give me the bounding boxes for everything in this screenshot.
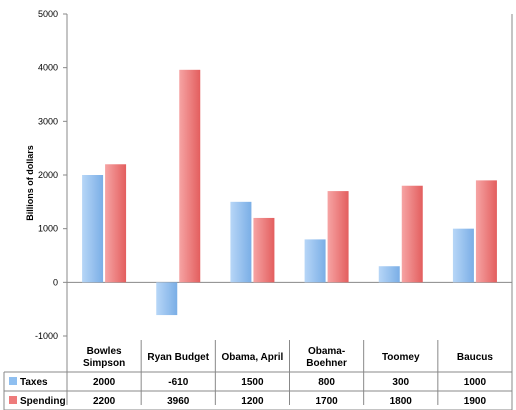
y-axis-label: Billions of dollars (25, 145, 35, 221)
bar-taxes (378, 266, 400, 283)
bar-spending (105, 164, 127, 283)
category-label: Obama, April (221, 352, 283, 363)
category-label: Baucus (457, 352, 494, 363)
category-label: Obama- (308, 346, 345, 357)
y-tick-label: 5000 (38, 9, 58, 19)
table-cell-value: 800 (318, 377, 335, 388)
table-cell-value: 3960 (167, 396, 190, 407)
category-label: Simpson (83, 358, 125, 369)
bar-taxes (452, 228, 474, 283)
bar-spending (475, 180, 497, 283)
category-label: Ryan Budget (147, 352, 209, 363)
table-cell-value: 1000 (464, 377, 487, 388)
category-label: Toomey (382, 352, 420, 363)
bar-spending (401, 185, 423, 283)
bar-taxes (156, 282, 178, 316)
y-tick-label: 2000 (38, 170, 58, 180)
category-label: Boehner (306, 358, 347, 369)
table-cell-value: 1500 (241, 377, 264, 388)
table-cell-value: 2200 (93, 396, 116, 407)
legend-swatch-spending (9, 396, 17, 404)
legend-label-taxes: Taxes (20, 377, 48, 388)
table-cell-value: 1700 (315, 396, 338, 407)
table-cell-value: 1800 (390, 396, 413, 407)
table-cell-value: -610 (168, 377, 188, 388)
y-tick-label: 3000 (38, 116, 58, 126)
bar-taxes (230, 201, 252, 283)
table-cell-value: 1200 (241, 396, 264, 407)
legend-label-spending: Spending (20, 396, 66, 407)
bar-spending (327, 191, 349, 283)
y-tick-label: 4000 (38, 63, 58, 73)
y-tick-label: 0 (53, 277, 58, 287)
table-cell-value: 1900 (464, 396, 487, 407)
y-tick-label: -1000 (35, 331, 58, 341)
table-cell-value: 300 (392, 377, 409, 388)
category-label: Bowles (87, 346, 122, 357)
bar-spending (253, 217, 275, 283)
bar-taxes (82, 175, 104, 283)
y-tick-label: 1000 (38, 224, 58, 234)
bar-spending (179, 69, 201, 283)
legend-swatch-taxes (9, 377, 17, 385)
table-cell-value: 2000 (93, 377, 116, 388)
bar-taxes (304, 239, 326, 283)
